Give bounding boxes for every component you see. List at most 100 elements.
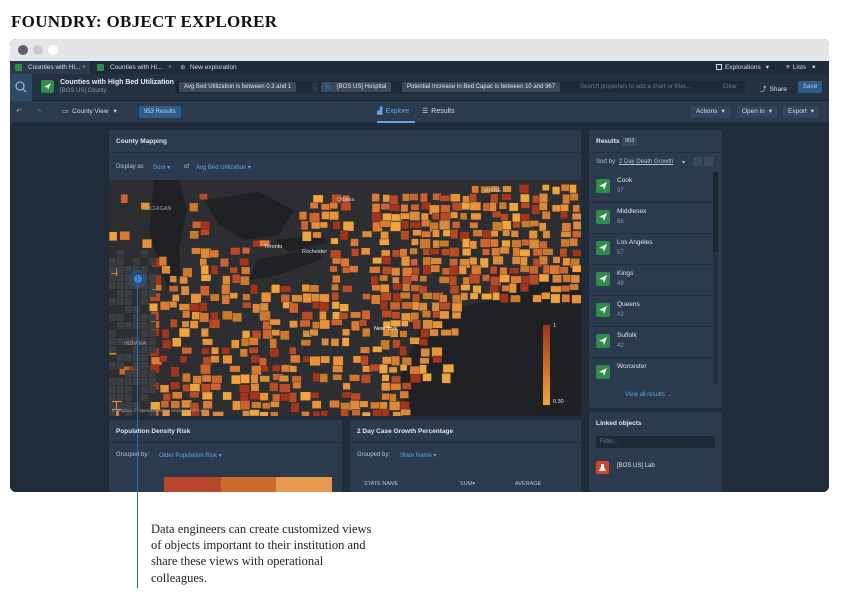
county-tile-unselected[interactable] [117, 338, 124, 345]
county-tile[interactable] [200, 229, 210, 236]
county-tile[interactable] [262, 402, 271, 410]
county-tile[interactable] [342, 328, 350, 336]
window-minimize-button[interactable] [33, 45, 43, 55]
county-tile[interactable] [400, 408, 411, 416]
county-tile[interactable] [279, 383, 291, 393]
map-canvas[interactable]: Ottawa MAINE MICHIGAN Toronto Rochester … [109, 180, 581, 416]
tab-exploration-2[interactable]: Counties with Hi... × [92, 61, 176, 74]
county-tile[interactable] [342, 266, 351, 274]
county-tile[interactable] [231, 339, 240, 349]
county-tile[interactable] [181, 399, 192, 409]
county-tile[interactable] [261, 292, 272, 303]
county-tile[interactable] [382, 255, 392, 265]
filter-bar[interactable]: Avg Bed Utilization is between 0.3 and 1… [175, 81, 745, 93]
tab-results[interactable]: ☰ Results [422, 107, 455, 115]
county-tile[interactable] [390, 382, 402, 391]
county-tile[interactable] [389, 328, 399, 338]
county-tile-unselected[interactable] [149, 330, 156, 337]
county-tile[interactable] [440, 212, 452, 221]
county-tile[interactable] [489, 266, 498, 275]
county-tile[interactable] [180, 285, 190, 296]
county-tile[interactable] [432, 239, 441, 249]
county-tile[interactable] [278, 375, 289, 382]
county-tile[interactable] [171, 391, 183, 400]
county-tile[interactable] [492, 255, 504, 265]
county-tile[interactable] [460, 284, 471, 291]
county-tile[interactable] [310, 221, 321, 230]
county-tile[interactable] [309, 212, 320, 223]
county-tile[interactable] [562, 274, 572, 283]
county-tile[interactable] [392, 411, 404, 416]
county-tile[interactable] [458, 265, 467, 275]
county-tile[interactable] [432, 212, 440, 221]
county-tile[interactable] [348, 265, 359, 273]
county-tile-unselected[interactable] [125, 386, 132, 393]
chart-view-icon[interactable] [693, 157, 702, 166]
county-tile[interactable] [280, 393, 290, 402]
county-tile[interactable] [501, 239, 511, 248]
county-tile-unselected[interactable] [149, 314, 156, 321]
county-tile[interactable] [391, 249, 401, 258]
county-tile[interactable] [222, 275, 231, 286]
county-tile[interactable] [420, 348, 430, 358]
county-tile[interactable] [520, 283, 529, 293]
county-tile[interactable] [241, 301, 252, 309]
county-tile[interactable] [560, 238, 571, 248]
county-tile[interactable] [312, 194, 324, 203]
county-tile[interactable] [561, 294, 571, 303]
county-tile[interactable] [529, 220, 540, 227]
county-tile[interactable] [552, 274, 562, 283]
filter-search-input[interactable]: Search properties to add a chart or filt… [580, 84, 691, 90]
county-tile-unselected[interactable] [125, 394, 132, 401]
result-item[interactable]: Worcester [589, 358, 713, 384]
county-tile[interactable] [449, 247, 460, 258]
result-item[interactable]: Cook 97 [589, 172, 713, 203]
county-tile-unselected[interactable] [141, 362, 148, 369]
county-tile[interactable] [319, 373, 329, 383]
county-tile[interactable] [119, 231, 130, 241]
county-tile[interactable] [439, 194, 451, 202]
county-tile[interactable] [511, 239, 522, 248]
county-tile[interactable] [492, 292, 500, 301]
county-tile[interactable] [190, 293, 202, 304]
county-tile[interactable] [269, 318, 281, 326]
county-tile-unselected[interactable] [109, 338, 116, 345]
county-tile[interactable] [288, 302, 299, 314]
county-tile[interactable] [469, 201, 482, 211]
county-tile-unselected[interactable] [117, 378, 124, 385]
county-tile[interactable] [191, 410, 200, 416]
county-tile[interactable] [561, 285, 571, 292]
county-tile[interactable] [569, 192, 579, 201]
county-tile[interactable] [419, 275, 428, 282]
county-tile[interactable] [192, 221, 203, 229]
county-tile[interactable] [250, 383, 260, 392]
county-tile[interactable] [422, 264, 432, 275]
county-tile-unselected[interactable] [125, 354, 132, 361]
county-tile-unselected[interactable] [141, 274, 148, 281]
county-tile[interactable] [332, 221, 341, 230]
county-tile[interactable] [538, 202, 548, 211]
county-tile-unselected[interactable] [109, 330, 116, 337]
county-tile[interactable] [409, 247, 418, 255]
county-tile[interactable] [320, 355, 330, 364]
county-tile[interactable] [389, 301, 401, 310]
county-tile-unselected[interactable] [141, 330, 148, 337]
county-tile-unselected[interactable] [109, 314, 116, 321]
result-item[interactable]: Queens 43 [589, 296, 713, 327]
county-tile[interactable] [561, 222, 572, 233]
county-tile[interactable] [211, 375, 223, 384]
county-tile[interactable] [572, 264, 581, 273]
county-tile[interactable] [270, 411, 279, 416]
county-tile[interactable] [470, 212, 482, 221]
county-tile-unselected[interactable] [141, 314, 148, 321]
county-tile[interactable] [392, 283, 402, 291]
county-tile[interactable] [401, 320, 409, 327]
county-tile[interactable] [400, 230, 410, 241]
county-tile-unselected[interactable] [125, 410, 132, 416]
county-tile[interactable] [318, 301, 330, 312]
county-tile[interactable] [569, 184, 577, 194]
group-by-select[interactable]: Older Population Risk ▾ [159, 452, 222, 459]
county-tile[interactable] [229, 292, 238, 299]
county-tile[interactable] [300, 339, 311, 347]
county-tile[interactable] [299, 211, 307, 221]
